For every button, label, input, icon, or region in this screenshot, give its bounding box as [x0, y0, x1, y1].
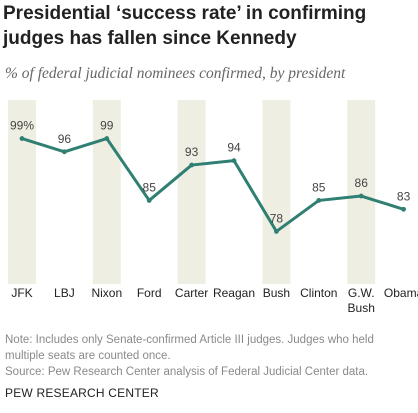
- data-point: [189, 162, 195, 168]
- footer-credit: PEW RESEARCH CENTER: [5, 386, 159, 400]
- data-point: [104, 136, 110, 141]
- data-label: 93: [185, 145, 199, 159]
- shaded-column-carter: [177, 100, 206, 284]
- data-point: [231, 158, 237, 164]
- shaded-columns: [8, 100, 376, 284]
- data-point: [146, 198, 152, 203]
- x-tick-label: Reagan: [213, 286, 255, 300]
- series-line-layer: [21, 137, 405, 233]
- x-tick-label: Nixon: [91, 286, 122, 300]
- x-tick-label: LBJ: [54, 286, 75, 300]
- x-tick-label: JFK: [11, 286, 32, 300]
- data-label: 78: [270, 211, 284, 225]
- data-label: 99%: [10, 119, 34, 133]
- data-label: 86: [355, 176, 369, 190]
- chart-title: Presidential ‘success rate’ in confirmin…: [3, 3, 367, 49]
- line-chart: 99% 96 99 85 93 94 78 85 86 83 JFK LBJ Nixon Ford Car…: [8, 100, 418, 315]
- series-line: [21, 137, 405, 233]
- shaded-column-bush: [262, 100, 291, 284]
- data-point: [358, 193, 364, 199]
- shaded-column-g-w-bush: [347, 100, 376, 284]
- source-text: Source: Pew Research Center analysis of …: [5, 366, 369, 378]
- data-labels: 99% 96 99 85 93 94 78 85 86 83: [10, 119, 411, 226]
- data-label: 94: [227, 141, 241, 155]
- data-point: [62, 149, 67, 155]
- chart-subtitle: % of federal judicial nominees confirmed…: [5, 65, 346, 82]
- x-tick-label: G.W. Bush: [348, 286, 375, 315]
- chart-notes: Note: Includes only Senate-confirmed Art…: [5, 332, 415, 380]
- data-point: [274, 229, 279, 234]
- data-label: 96: [58, 132, 72, 146]
- data-label: 83: [397, 189, 411, 203]
- data-point: [19, 136, 25, 141]
- data-point: [401, 206, 406, 212]
- x-tick-label: Carter: [175, 286, 208, 300]
- data-label: 85: [143, 180, 157, 194]
- data-label: 85: [312, 180, 326, 194]
- data-points: [19, 136, 406, 234]
- x-tick-label: Ford: [137, 286, 162, 300]
- note-text: Note: Includes only Senate-confirmed Art…: [5, 334, 374, 362]
- shaded-column-nixon: [92, 100, 121, 284]
- data-point: [316, 198, 322, 203]
- x-tick-label: Clinton: [300, 286, 337, 300]
- shaded-column-jfk: [8, 100, 36, 284]
- x-tick-label: Bush: [263, 286, 290, 300]
- x-tick-label: Obama: [384, 286, 418, 300]
- data-label: 99: [100, 119, 114, 133]
- x-axis-tick-labels: JFK LBJ Nixon Ford Carter Reagan Bush Clinton G.…: [11, 286, 418, 315]
